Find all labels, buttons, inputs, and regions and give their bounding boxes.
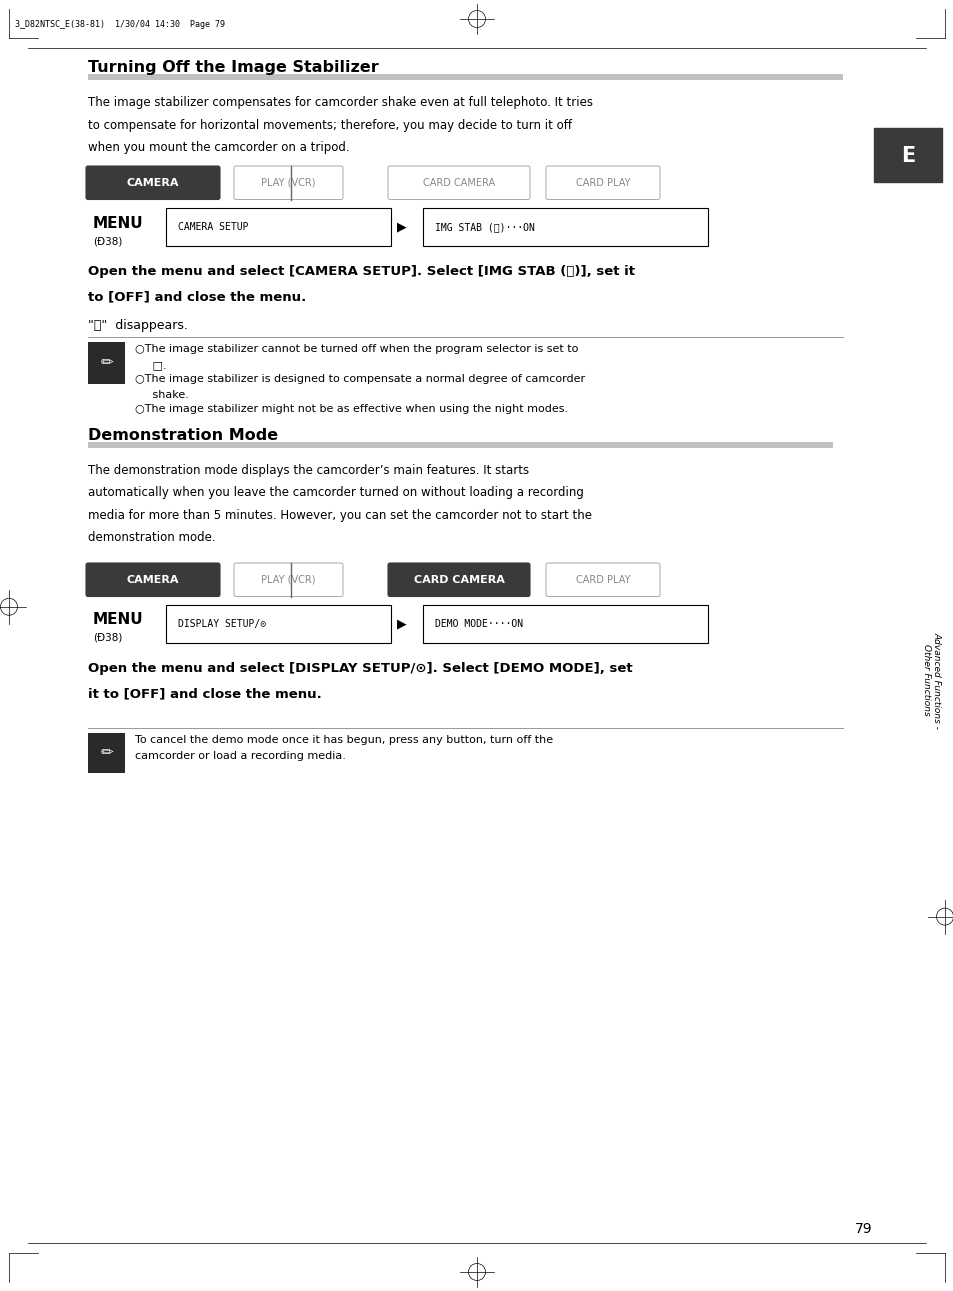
Text: The image stabilizer compensates for camcorder shake even at full telephoto. It : The image stabilizer compensates for cam… [88, 96, 593, 108]
Text: ✏: ✏ [100, 355, 112, 371]
Text: "⛔"  disappears.: "⛔" disappears. [88, 319, 188, 332]
Text: CARD PLAY: CARD PLAY [576, 178, 630, 187]
FancyBboxPatch shape [422, 208, 707, 247]
Text: IMG STAB (⛔)···ON: IMG STAB (⛔)···ON [435, 222, 535, 232]
FancyBboxPatch shape [88, 733, 125, 773]
Text: (Ð38): (Ð38) [92, 236, 122, 247]
Text: To cancel the demo mode once it has begun, press any button, turn off the: To cancel the demo mode once it has begu… [135, 735, 553, 745]
Bar [88, 74, 842, 80]
FancyBboxPatch shape [388, 167, 530, 200]
FancyBboxPatch shape [86, 563, 220, 596]
Text: The demonstration mode displays the camcorder’s main features. It starts: The demonstration mode displays the camc… [88, 463, 529, 476]
Text: Advanced Functions -
Other Functions: Advanced Functions - Other Functions [922, 631, 941, 728]
Text: CARD CAMERA: CARD CAMERA [422, 178, 495, 187]
Text: ○The image stabilizer is designed to compensate a normal degree of camcorder: ○The image stabilizer is designed to com… [135, 374, 584, 383]
FancyBboxPatch shape [233, 563, 343, 596]
Text: CARD PLAY: CARD PLAY [576, 574, 630, 585]
FancyBboxPatch shape [873, 128, 941, 182]
Text: to [OFF] and close the menu.: to [OFF] and close the menu. [88, 290, 306, 303]
FancyBboxPatch shape [166, 208, 391, 247]
FancyBboxPatch shape [86, 167, 220, 200]
Text: (Ð38): (Ð38) [92, 633, 122, 643]
Text: media for more than 5 minutes. However, you can set the camcorder not to start t: media for more than 5 minutes. However, … [88, 509, 592, 522]
Text: DISPLAY SETUP/⊙: DISPLAY SETUP/⊙ [178, 618, 266, 629]
FancyBboxPatch shape [545, 167, 659, 200]
Text: it to [OFF] and close the menu.: it to [OFF] and close the menu. [88, 687, 321, 700]
Text: CAMERA: CAMERA [127, 178, 179, 187]
Text: Turning Off the Image Stabilizer: Turning Off the Image Stabilizer [88, 59, 378, 75]
Text: PLAY (VCR): PLAY (VCR) [261, 178, 315, 187]
Text: to compensate for horizontal movements; therefore, you may decide to turn it off: to compensate for horizontal movements; … [88, 119, 572, 132]
FancyBboxPatch shape [233, 167, 343, 200]
Text: MENU: MENU [92, 216, 144, 231]
Text: 79: 79 [854, 1223, 872, 1235]
Text: CARD CAMERA: CARD CAMERA [414, 574, 504, 585]
Text: ✏: ✏ [100, 745, 112, 760]
FancyBboxPatch shape [388, 563, 530, 596]
Text: ○The image stabilizer cannot be turned off when the program selector is set to: ○The image stabilizer cannot be turned o… [135, 343, 578, 354]
Bar [88, 442, 832, 448]
Text: CAMERA: CAMERA [127, 574, 179, 585]
Text: ○The image stabilizer might not be as effective when using the night modes.: ○The image stabilizer might not be as ef… [135, 404, 568, 414]
FancyBboxPatch shape [545, 563, 659, 596]
FancyBboxPatch shape [88, 342, 125, 383]
Text: 3_D82NTSC_E(38-81)  1/30/04 14:30  Page 79: 3_D82NTSC_E(38-81) 1/30/04 14:30 Page 79 [15, 19, 225, 28]
Text: demonstration mode.: demonstration mode. [88, 532, 215, 545]
Text: CAMERA SETUP: CAMERA SETUP [178, 222, 248, 232]
Text: E: E [900, 146, 914, 167]
Text: PLAY (VCR): PLAY (VCR) [261, 574, 315, 585]
FancyBboxPatch shape [166, 605, 391, 643]
Text: Open the menu and select [CAMERA SETUP]. Select [IMG STAB (⛔)], set it: Open the menu and select [CAMERA SETUP].… [88, 265, 635, 278]
Text: Open the menu and select [DISPLAY SETUP/⊙]. Select [DEMO MODE], set: Open the menu and select [DISPLAY SETUP/… [88, 662, 632, 675]
Text: ▶: ▶ [396, 221, 406, 234]
Text: Demonstration Mode: Demonstration Mode [88, 429, 278, 443]
Text: □.: □. [135, 360, 167, 371]
FancyBboxPatch shape [422, 605, 707, 643]
Text: automatically when you leave the camcorder turned on without loading a recording: automatically when you leave the camcord… [88, 487, 583, 500]
Text: MENU: MENU [92, 612, 144, 627]
Text: DEMO MODE····ON: DEMO MODE····ON [435, 618, 522, 629]
Text: ▶: ▶ [396, 617, 406, 630]
Text: camcorder or load a recording media.: camcorder or load a recording media. [135, 751, 346, 760]
Text: when you mount the camcorder on a tripod.: when you mount the camcorder on a tripod… [88, 141, 349, 154]
Text: shake.: shake. [135, 390, 189, 400]
